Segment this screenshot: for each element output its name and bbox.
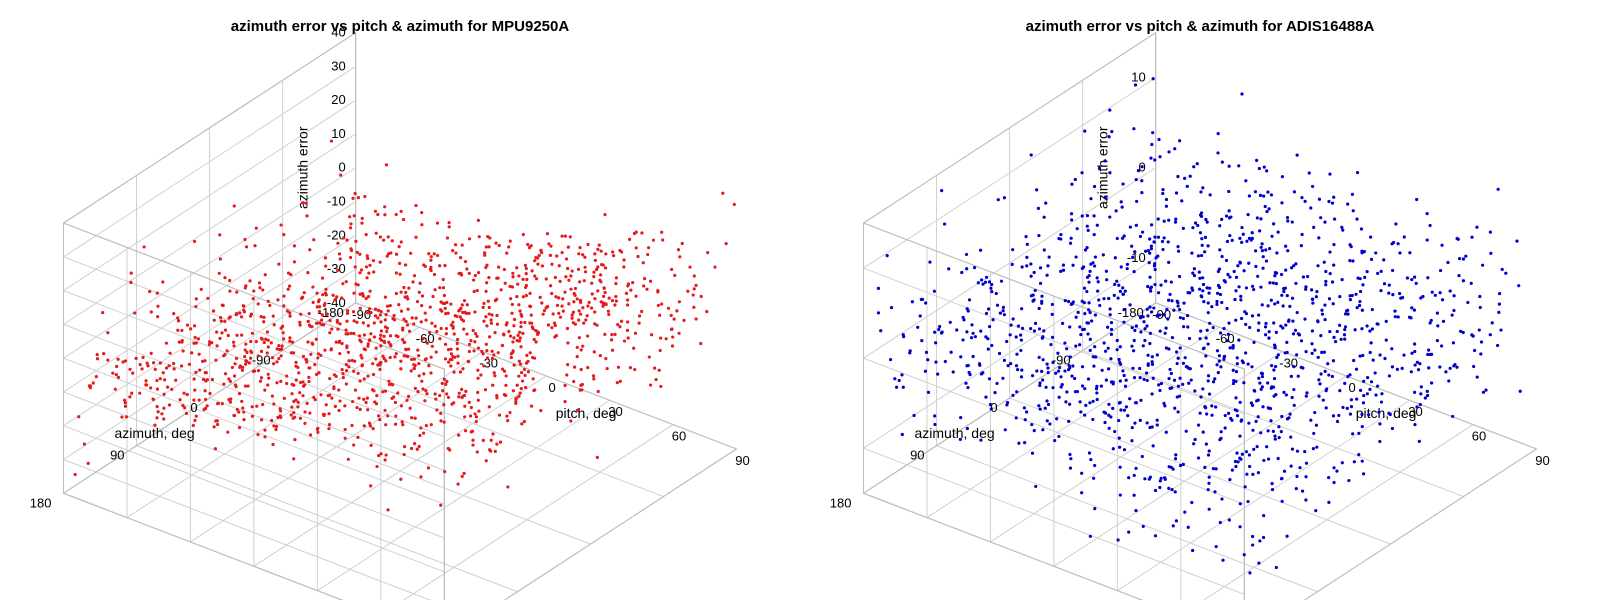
x-axis-label: pitch, deg [556, 405, 617, 421]
svg-text:-20: -20 [327, 227, 346, 242]
svg-text:-10: -10 [327, 194, 346, 209]
svg-text:30: 30 [331, 58, 345, 73]
svg-text:10: 10 [1131, 70, 1145, 85]
svg-text:0: 0 [1348, 380, 1355, 395]
floor [863, 303, 1536, 600]
svg-text:0: 0 [190, 400, 197, 415]
floor [63, 303, 736, 600]
y-axis-label: azimuth, deg [915, 425, 995, 441]
scatter-points [74, 139, 736, 511]
svg-text:-60: -60 [1216, 331, 1235, 346]
svg-text:90: 90 [910, 448, 924, 463]
svg-text:0: 0 [548, 380, 555, 395]
right-title: azimuth error vs pitch & azimuth for ADI… [800, 18, 1600, 35]
right-3d-scatter: -90-60-300306090-180-90090180-10010pitch… [800, 0, 1600, 600]
svg-text:90: 90 [1535, 453, 1549, 468]
left-panel: azimuth error vs pitch & azimuth for MPU… [0, 0, 800, 600]
svg-text:20: 20 [331, 92, 345, 107]
x-axis-label: pitch, deg [1356, 405, 1417, 421]
svg-text:10: 10 [331, 126, 345, 141]
y-axis-label: azimuth, deg [115, 425, 195, 441]
right-panel: azimuth error vs pitch & azimuth for ADI… [800, 0, 1600, 600]
svg-text:90: 90 [735, 453, 749, 468]
svg-text:-30: -30 [1279, 356, 1298, 371]
left-title: azimuth error vs pitch & azimuth for MPU… [0, 18, 800, 35]
svg-text:-90: -90 [252, 352, 271, 367]
left-3d-scatter: -90-60-300306090-180-90090180-40-30-20-1… [0, 0, 800, 600]
z-axis-label: azimuth error [1095, 126, 1111, 209]
svg-text:0: 0 [338, 160, 345, 175]
svg-text:180: 180 [30, 495, 52, 510]
svg-text:-60: -60 [416, 331, 435, 346]
z-axis-label: azimuth error [295, 126, 311, 209]
svg-text:180: 180 [830, 495, 852, 510]
figure-container: azimuth error vs pitch & azimuth for MPU… [0, 0, 1600, 600]
svg-text:-30: -30 [327, 261, 346, 276]
svg-text:90: 90 [110, 448, 124, 463]
svg-text:60: 60 [672, 429, 686, 444]
svg-text:60: 60 [1472, 429, 1486, 444]
